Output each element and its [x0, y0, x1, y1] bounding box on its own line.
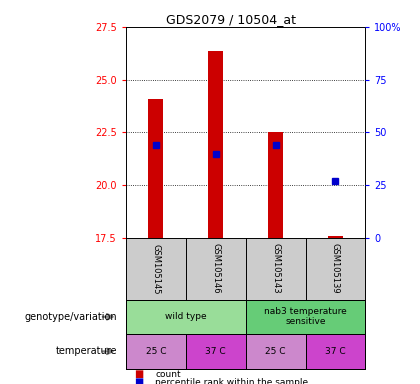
Text: GSM105139: GSM105139 [331, 243, 340, 294]
Text: 37 C: 37 C [325, 347, 346, 356]
FancyBboxPatch shape [126, 300, 246, 334]
Text: GSM105145: GSM105145 [152, 243, 160, 294]
Bar [208, 51, 223, 238]
Text: 25 C: 25 C [146, 347, 166, 356]
Bar [328, 235, 343, 238]
Text: percentile rank within the sample: percentile rank within the sample [155, 377, 309, 384]
Text: wild type: wild type [165, 312, 207, 321]
Text: GSM105143: GSM105143 [271, 243, 280, 294]
Text: count: count [155, 370, 181, 379]
Bar [148, 99, 163, 238]
FancyBboxPatch shape [126, 334, 186, 369]
Text: GDS2079 / 10504_at: GDS2079 / 10504_at [166, 13, 296, 26]
Text: GSM105146: GSM105146 [211, 243, 220, 294]
Text: ■: ■ [134, 377, 144, 384]
Text: ■: ■ [134, 369, 144, 379]
FancyBboxPatch shape [186, 334, 246, 369]
Text: genotype/variation: genotype/variation [25, 312, 118, 322]
Text: 25 C: 25 C [265, 347, 286, 356]
Text: temperature: temperature [56, 346, 118, 356]
Text: 37 C: 37 C [205, 347, 226, 356]
FancyBboxPatch shape [246, 334, 306, 369]
FancyBboxPatch shape [246, 300, 365, 334]
FancyBboxPatch shape [306, 334, 365, 369]
Bar [268, 132, 283, 238]
Text: nab3 temperature
sensitive: nab3 temperature sensitive [264, 307, 347, 326]
